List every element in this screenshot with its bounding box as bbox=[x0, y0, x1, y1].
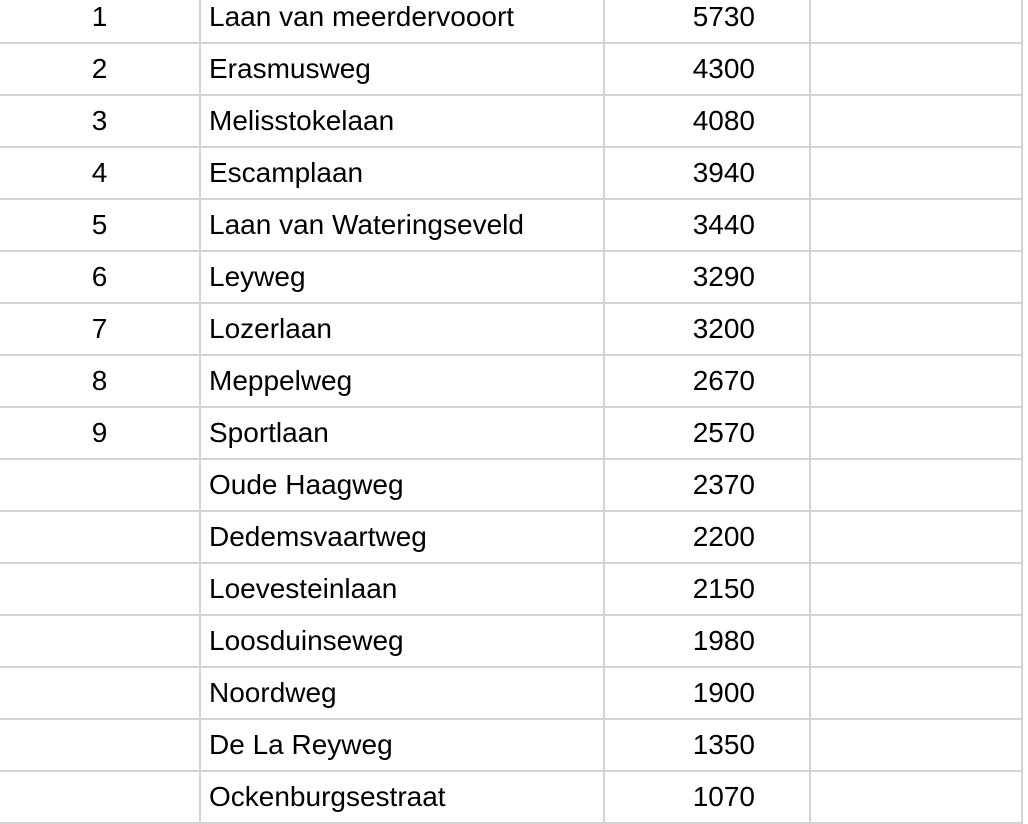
rank-cell[interactable]: 3 bbox=[0, 94, 201, 148]
table-row: Loosduinseweg 1980 bbox=[0, 614, 1023, 668]
table-row: De La Reyweg 1350 bbox=[0, 718, 1023, 772]
value-cell[interactable]: 2370 bbox=[603, 458, 811, 512]
rank-cell[interactable]: 1 bbox=[0, 0, 201, 44]
empty-cell[interactable] bbox=[809, 94, 1023, 148]
empty-cell[interactable] bbox=[809, 146, 1023, 200]
rank-cell[interactable] bbox=[0, 770, 201, 824]
value-cell[interactable]: 5730 bbox=[603, 0, 811, 44]
table-row: Ockenburgsestraat 1070 bbox=[0, 770, 1023, 824]
table-row: 2 Erasmusweg 4300 bbox=[0, 42, 1023, 96]
street-cell[interactable]: Erasmusweg bbox=[199, 42, 605, 96]
rank-cell[interactable]: 8 bbox=[0, 354, 201, 408]
empty-cell[interactable] bbox=[809, 406, 1023, 460]
rank-cell[interactable] bbox=[0, 458, 201, 512]
table-row: Oude Haagweg 2370 bbox=[0, 458, 1023, 512]
table-row: Dedemsvaartweg 2200 bbox=[0, 510, 1023, 564]
table-row: 1 Laan van meerdervooort 5730 bbox=[0, 0, 1023, 44]
table-row: 7 Lozerlaan 3200 bbox=[0, 302, 1023, 356]
empty-cell[interactable] bbox=[809, 770, 1023, 824]
street-cell[interactable]: Laan van meerdervooort bbox=[199, 0, 605, 44]
street-cell[interactable]: Dedemsvaartweg bbox=[199, 510, 605, 564]
table-row: 6 Leyweg 3290 bbox=[0, 250, 1023, 304]
rank-cell[interactable]: 5 bbox=[0, 198, 201, 252]
table-row: Loevesteinlaan 2150 bbox=[0, 562, 1023, 616]
rank-cell[interactable]: 7 bbox=[0, 302, 201, 356]
street-cell[interactable]: Escamplaan bbox=[199, 146, 605, 200]
street-cell[interactable]: Laan van Wateringseveld bbox=[199, 198, 605, 252]
value-cell[interactable]: 2670 bbox=[603, 354, 811, 408]
empty-cell[interactable] bbox=[809, 718, 1023, 772]
value-cell[interactable]: 3290 bbox=[603, 250, 811, 304]
rank-cell[interactable]: 2 bbox=[0, 42, 201, 96]
street-cell[interactable]: Sportlaan bbox=[199, 406, 605, 460]
table-row: 4 Escamplaan 3940 bbox=[0, 146, 1023, 200]
rank-cell[interactable]: 4 bbox=[0, 146, 201, 200]
empty-cell[interactable] bbox=[809, 198, 1023, 252]
value-cell[interactable]: 1350 bbox=[603, 718, 811, 772]
table-row: 9 Sportlaan 2570 bbox=[0, 406, 1023, 460]
street-cell[interactable]: Noordweg bbox=[199, 666, 605, 720]
empty-cell[interactable] bbox=[809, 250, 1023, 304]
empty-cell[interactable] bbox=[809, 666, 1023, 720]
value-cell[interactable]: 4080 bbox=[603, 94, 811, 148]
rank-cell[interactable]: 6 bbox=[0, 250, 201, 304]
table-row: 5 Laan van Wateringseveld 3440 bbox=[0, 198, 1023, 252]
table-row: Noordweg 1900 bbox=[0, 666, 1023, 720]
value-cell[interactable]: 1900 bbox=[603, 666, 811, 720]
street-cell[interactable]: Leyweg bbox=[199, 250, 605, 304]
street-cell[interactable]: Loosduinseweg bbox=[199, 614, 605, 668]
street-cell[interactable]: Lozerlaan bbox=[199, 302, 605, 356]
empty-cell[interactable] bbox=[809, 458, 1023, 512]
table-row: 8 Meppelweg 2670 bbox=[0, 354, 1023, 408]
rank-cell[interactable]: 9 bbox=[0, 406, 201, 460]
empty-cell[interactable] bbox=[809, 354, 1023, 408]
rank-cell[interactable] bbox=[0, 562, 201, 616]
rank-cell[interactable] bbox=[0, 614, 201, 668]
value-cell[interactable]: 4300 bbox=[603, 42, 811, 96]
value-cell[interactable]: 1070 bbox=[603, 770, 811, 824]
empty-cell[interactable] bbox=[809, 0, 1023, 44]
empty-cell[interactable] bbox=[809, 614, 1023, 668]
value-cell[interactable]: 3440 bbox=[603, 198, 811, 252]
value-cell[interactable]: 2150 bbox=[603, 562, 811, 616]
street-cell[interactable]: Ockenburgsestraat bbox=[199, 770, 605, 824]
empty-cell[interactable] bbox=[809, 562, 1023, 616]
street-cell[interactable]: Oude Haagweg bbox=[199, 458, 605, 512]
rank-cell[interactable] bbox=[0, 666, 201, 720]
rank-cell[interactable] bbox=[0, 718, 201, 772]
table-row: 3 Melisstokelaan 4080 bbox=[0, 94, 1023, 148]
street-cell[interactable]: Melisstokelaan bbox=[199, 94, 605, 148]
street-cell[interactable]: De La Reyweg bbox=[199, 718, 605, 772]
rank-cell[interactable] bbox=[0, 510, 201, 564]
value-cell[interactable]: 3200 bbox=[603, 302, 811, 356]
value-cell[interactable]: 2570 bbox=[603, 406, 811, 460]
value-cell[interactable]: 2200 bbox=[603, 510, 811, 564]
street-cell[interactable]: Meppelweg bbox=[199, 354, 605, 408]
empty-cell[interactable] bbox=[809, 302, 1023, 356]
value-cell[interactable]: 3940 bbox=[603, 146, 811, 200]
empty-cell[interactable] bbox=[809, 510, 1023, 564]
street-cell[interactable]: Loevesteinlaan bbox=[199, 562, 605, 616]
empty-cell[interactable] bbox=[809, 42, 1023, 96]
value-cell[interactable]: 1980 bbox=[603, 614, 811, 668]
